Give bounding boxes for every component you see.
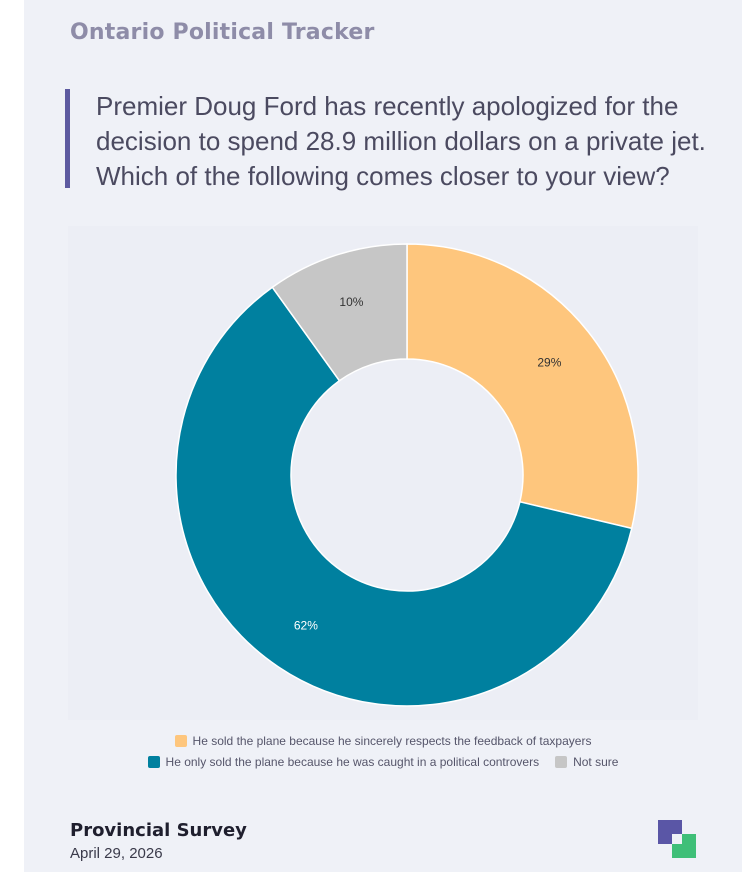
legend-label-not-sure: Not sure bbox=[573, 755, 619, 769]
slice-controversy[interactable] bbox=[175, 286, 633, 707]
brand-squares-icon bbox=[658, 820, 698, 860]
slice-sincere[interactable] bbox=[406, 243, 639, 530]
data-label-controversy: 62% bbox=[294, 619, 318, 633]
footer-title: Provincial Survey bbox=[70, 820, 247, 841]
data-label-sincere: 29% bbox=[537, 355, 561, 369]
legend-swatch-controversy bbox=[147, 756, 160, 768]
footer-date: April 29, 2026 bbox=[70, 845, 163, 862]
logo-gap bbox=[672, 834, 682, 844]
question-accent-bar bbox=[65, 89, 70, 188]
legend-item-sincere[interactable]: He sold the plane because he sincerely r… bbox=[174, 734, 592, 748]
slice-not-sure[interactable] bbox=[271, 243, 408, 382]
legend: He sold the plane because he sincerely r… bbox=[24, 734, 742, 776]
legend-item-not-sure[interactable]: Not sure bbox=[555, 755, 618, 769]
legend-label-controversy: He only sold the plane because he was ca… bbox=[165, 755, 540, 769]
legend-swatch-not-sure bbox=[555, 756, 568, 768]
donut-chart: 29% 62% 10% bbox=[175, 243, 639, 707]
legend-swatch-sincere bbox=[174, 735, 187, 747]
chart-area: 29% 62% 10% bbox=[68, 226, 698, 720]
data-label-not-sure: 10% bbox=[339, 295, 363, 309]
survey-card: Ontario Political Tracker Premier Doug F… bbox=[24, 0, 742, 872]
question-text: Premier Doug Ford has recently apologize… bbox=[96, 91, 706, 191]
brand-title: Ontario Political Tracker bbox=[70, 20, 375, 45]
legend-item-controversy[interactable]: He only sold the plane because he was ca… bbox=[147, 755, 540, 769]
legend-label-sincere: He sold the plane because he sincerely r… bbox=[192, 734, 592, 748]
